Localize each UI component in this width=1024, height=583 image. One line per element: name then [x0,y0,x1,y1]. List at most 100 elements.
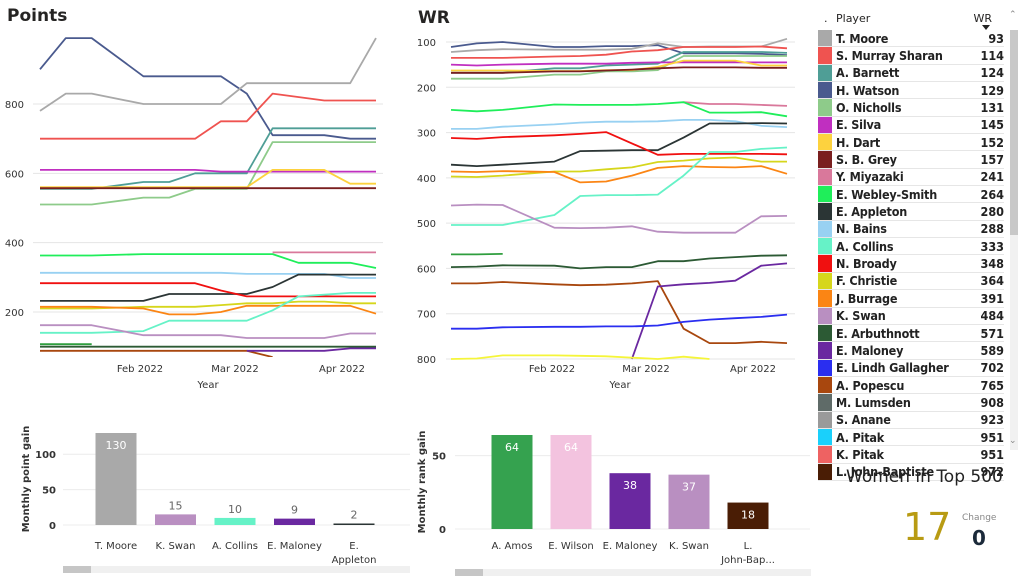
table-row[interactable]: E. Silva 145 [818,116,1004,135]
table-row[interactable]: S. Anane 923 [818,411,1004,429]
bar [333,523,375,525]
y-tick-label: 400 [417,174,436,185]
table-row[interactable]: A. Collins 333 [818,238,1004,256]
data-label: 15 [169,499,183,512]
x-tick-label: Mar 2022 [622,364,670,375]
y-tick-label: 0 [49,521,56,532]
bar [274,518,315,525]
table-row[interactable]: S. B. Grey 157 [818,151,1004,169]
table-row[interactable]: M. Lumsden 908 [818,394,1004,412]
header-wr[interactable]: WR [973,12,992,25]
series-line-j-burrage [40,304,377,316]
table-row[interactable]: E. Appleton 280 [818,203,1004,221]
player-wr: 702 [980,360,1004,376]
data-label: 38 [623,479,637,492]
table-row[interactable]: E. Webley-Smith 264 [818,186,1004,204]
table-row[interactable]: A. Barnett 124 [818,64,1004,83]
category-label: A. Collins [212,541,258,552]
player-name: N. Broady [836,256,897,272]
kpi-change-value: 0 [972,526,986,550]
table-row[interactable]: N. Broady 348 [818,255,1004,273]
category-label: A. Amos [492,541,533,552]
player-wr: 241 [980,169,1004,185]
table-row[interactable]: E. Arbuthnott 571 [818,324,1004,343]
player-wr: 280 [980,204,1004,220]
series-line-j-burrage [450,165,788,184]
player-wr: 124 [980,65,1004,81]
player-name: J. Burrage [836,290,898,306]
table-row[interactable]: E. Lindh Gallagher 702 [818,359,1004,377]
series-line-n-bains [451,119,788,130]
series-line-e-lindh-gallagher [451,313,788,330]
player-wr: 391 [980,290,1004,306]
table-row[interactable]: A. Pitak 951 [818,428,1004,447]
y-tick-label: 800 [5,100,24,111]
scroll-down-icon[interactable]: ⌄ [1009,436,1017,446]
player-wr: 145 [980,117,1004,133]
color-swatch [818,47,832,64]
table-row[interactable]: H. Watson 129 [818,82,1004,100]
category-label: T. Moore [94,541,137,552]
header-player[interactable]: Player [836,12,871,25]
category-label: John-Bap... [720,555,775,566]
color-swatch [818,238,832,255]
series-line-e-appleton [450,122,788,167]
table-row[interactable]: F. Christie 364 [818,272,1004,291]
category-label: E. [349,541,359,552]
y-tick-label: 50 [42,486,56,497]
color-swatch [818,342,832,359]
table-row[interactable]: L. John-Baptiste 972 [818,463,1004,481]
series-line-e-silva [40,169,376,173]
table-row[interactable]: K. Pitak 951 [818,446,1004,464]
table-row[interactable]: J. Burrage 391 [818,290,1004,308]
table-row[interactable]: S. Murray Sharan 114 [818,47,1004,65]
table-row[interactable]: N. Bains 288 [818,220,1004,239]
series-line-t-moore [39,37,377,112]
series-line-k-swan [40,324,376,339]
points-gain-scroll-thumb[interactable] [63,566,91,573]
table-row[interactable]: A. Popescu 765 [818,376,1004,395]
sort-desc-icon[interactable] [982,25,990,30]
category-label: E. Maloney [267,541,322,552]
player-name: E. Webley-Smith [836,186,938,202]
player-wr: 484 [980,308,1004,324]
data-label: 10 [228,503,242,516]
player-wr: 264 [980,186,1004,202]
data-label: 37 [682,481,696,494]
color-swatch [818,82,832,99]
series-line-a-popescu [451,280,788,344]
series-line-s-murray-sharan [451,45,788,59]
player-name: E. Silva [836,117,881,133]
table-row[interactable]: H. Dart 152 [818,134,1004,152]
x-tick-label: Apr 2022 [319,364,365,375]
player-name: Y. Miyazaki [836,169,904,185]
player-wr: 152 [980,134,1004,150]
data-label: 64 [564,441,578,454]
scroll-up-icon[interactable]: ⌃ [1009,10,1017,20]
bar [668,474,710,529]
player-wr: 908 [980,394,1004,410]
player-wr: 951 [980,429,1004,445]
player-name: K. Swan [836,308,886,324]
table-row[interactable]: Y. Miyazaki 241 [818,168,1004,187]
color-swatch [818,376,832,394]
rank-gain-scroll-thumb[interactable] [455,569,483,576]
header-color-column[interactable]: . [824,12,828,25]
points-gain-scrollbar[interactable] [63,566,410,573]
series-line-y-miyazaki [683,101,788,107]
player-wr: 972 [980,464,1004,480]
player-name: T. Moore [836,30,889,46]
player-wr: 129 [980,82,1004,98]
table-row[interactable]: T. Moore 93 [818,30,1004,48]
color-swatch [818,168,832,186]
player-wr: 93 [988,30,1004,46]
table-row[interactable]: O. Nicholls 131 [818,99,1004,117]
table-row[interactable]: K. Swan 484 [818,307,1004,325]
x-tick-label: Mar 2022 [211,364,259,375]
table-row[interactable]: E. Maloney 589 [818,342,1004,360]
table-scroll-thumb[interactable] [1010,30,1018,235]
series-group [450,37,788,360]
x-axis-label: Year [608,380,631,391]
table-scrollbar[interactable] [1010,30,1018,450]
rank-gain-scrollbar[interactable] [455,569,811,576]
